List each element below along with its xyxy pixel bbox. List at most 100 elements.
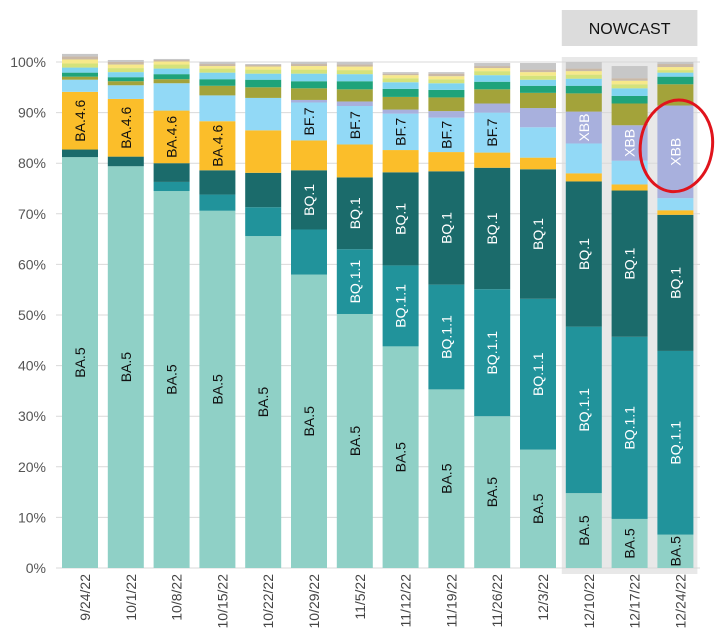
x-tick-label-9-24-22: 9/24/22 bbox=[77, 574, 93, 621]
segment-other-3-11-12-22 bbox=[382, 82, 419, 89]
segment-other-2-10-15-22 bbox=[199, 79, 236, 86]
segment-other-11-5-22 bbox=[336, 89, 373, 102]
segment-other-7-12-3-22 bbox=[520, 63, 556, 70]
segment-other-4-11-26-22 bbox=[474, 71, 511, 76]
x-tick-label-12-17-22: 12/17/22 bbox=[627, 574, 643, 629]
segment-other-7-11-19-22 bbox=[428, 72, 465, 74]
segment-label-bq-1-1-12-3-22: BQ.1.1 bbox=[530, 352, 546, 396]
segment-label-ba-5-11-5-22: BA.5 bbox=[347, 426, 363, 457]
segment-ba-5-12-24-22 bbox=[657, 534, 694, 568]
y-tick-label: 90% bbox=[18, 105, 46, 121]
bar-11-12-22 bbox=[382, 72, 419, 568]
bar-11-5-22 bbox=[336, 62, 373, 568]
segment-bq-1-11-12-22 bbox=[382, 172, 419, 266]
segment-other-5-9-24-22 bbox=[62, 59, 98, 64]
segment-ba-5-10-15-22 bbox=[199, 210, 236, 568]
segment-other-6-10-8-22 bbox=[153, 59, 190, 62]
segment-other-3-11-19-22 bbox=[428, 83, 465, 90]
segment-label-bq-1-12-3-22: BQ.1 bbox=[530, 218, 546, 250]
segment-other-4-10-15-22 bbox=[199, 68, 236, 73]
segment-other-11-19-22 bbox=[428, 97, 465, 112]
segment-other-3-10-8-22 bbox=[153, 68, 190, 75]
segment-other-5-10-15-22 bbox=[199, 66, 236, 69]
nowcast-title: NOWCAST bbox=[589, 21, 671, 38]
segment-label-bf-7-11-12-22: BF.7 bbox=[393, 118, 409, 146]
segment-bf-7-12-24-22 bbox=[657, 198, 694, 211]
segment-bq-1-10-22-22 bbox=[245, 172, 282, 208]
segment-ba-5-9-24-22 bbox=[62, 157, 98, 569]
segment-other-2-12-10-22 bbox=[565, 85, 602, 94]
segment-bq-1-1-10-15-22 bbox=[199, 194, 236, 211]
segment-label-bq-1-1-11-26-22: BQ.1.1 bbox=[484, 331, 500, 375]
segment-ba-4-6-10-22-22 bbox=[245, 130, 282, 173]
segment-label-bq-1-10-29-22: BQ.1 bbox=[301, 184, 317, 216]
y-tick-label: 0% bbox=[26, 560, 46, 576]
x-tick-label-11-26-22: 11/26/22 bbox=[489, 574, 505, 628]
segment-other-3-12-10-22 bbox=[565, 78, 602, 86]
x-tick-label-12-3-22: 12/3/22 bbox=[535, 574, 551, 621]
segment-label-ba-4-6-10-8-22: BA.4.6 bbox=[164, 116, 180, 158]
segment-bf-7-12-10-22 bbox=[565, 143, 602, 174]
segment-other-2-11-26-22 bbox=[474, 81, 511, 90]
y-tick-label: 80% bbox=[18, 155, 46, 171]
segment-bf-7-12-3-22 bbox=[520, 127, 556, 158]
segment-other-4-12-3-22 bbox=[520, 75, 556, 80]
segment-label-ba-5-11-19-22: BA.5 bbox=[438, 463, 454, 494]
segment-bq-1-1-12-24-22 bbox=[657, 350, 694, 535]
segment-ba-4-6-12-17-22 bbox=[611, 184, 648, 191]
segment-other-2-11-5-22 bbox=[336, 81, 373, 90]
segment-ba-4-6-11-5-22 bbox=[336, 144, 373, 178]
annotation-circle bbox=[638, 98, 715, 194]
y-tick-label: 100% bbox=[10, 54, 46, 70]
segment-other-6-11-5-22 bbox=[336, 64, 373, 67]
segment-ba-5-10-22-22 bbox=[245, 236, 282, 568]
segment-other-12-17-22 bbox=[611, 103, 648, 126]
segment-other-10-15-22 bbox=[199, 85, 236, 96]
segment-ba-4-6-11-19-22 bbox=[428, 152, 465, 172]
bar-10-8-22 bbox=[153, 58, 190, 568]
segment-other-10-29-22 bbox=[291, 88, 327, 100]
segment-bq-1-1-10-8-22 bbox=[153, 181, 190, 192]
segment-label-ba-5-10-1-22: BA.5 bbox=[118, 352, 134, 383]
segment-other-7-10-22-22 bbox=[245, 64, 282, 66]
bar-10-29-22 bbox=[291, 62, 327, 568]
segment-other-6-12-3-22 bbox=[520, 69, 556, 73]
segment-xbb-12-24-22 bbox=[657, 105, 694, 199]
segment-other-2-10-1-22 bbox=[107, 77, 144, 82]
y-tick-label: 10% bbox=[18, 509, 46, 525]
segment-bf-7-12-17-22 bbox=[611, 160, 648, 185]
segment-bf-7-10-15-22 bbox=[199, 95, 236, 122]
bar-9-24-22 bbox=[62, 53, 98, 569]
segment-bq-1-1-12-17-22 bbox=[611, 336, 648, 519]
segment-bf-7-11-5-22 bbox=[336, 106, 373, 145]
segment-label-ba-5-9-24-22: BA.5 bbox=[72, 347, 88, 378]
x-tick-label-10-22-22: 10/22/22 bbox=[260, 574, 276, 629]
bar-12-3-22 bbox=[520, 63, 556, 568]
segment-other-6-12-24-22 bbox=[657, 64, 694, 68]
segment-xbb-12-3-22 bbox=[520, 108, 556, 128]
segment-label-ba-5-10-22-22: BA.5 bbox=[255, 387, 271, 418]
segment-ba-4-6-10-15-22 bbox=[199, 121, 236, 171]
x-tick-label-10-8-22: 10/8/22 bbox=[169, 574, 185, 621]
segment-bq-1-11-5-22 bbox=[336, 177, 373, 250]
segment-other-2-9-24-22 bbox=[62, 72, 98, 77]
segment-other-2-11-12-22 bbox=[382, 88, 419, 97]
segment-bf-7-10-8-22 bbox=[153, 83, 190, 111]
segment-ba-4-6-12-10-22 bbox=[565, 173, 602, 182]
bar-10-22-22 bbox=[245, 64, 282, 568]
segment-bf-7-10-1-22 bbox=[107, 85, 144, 99]
segment-other-11-26-22 bbox=[474, 89, 511, 104]
segment-label-bq-1-1-11-19-22: BQ.1.1 bbox=[438, 315, 454, 359]
segment-other-4-11-5-22 bbox=[336, 70, 373, 75]
segment-other-5-11-12-22 bbox=[382, 75, 419, 79]
segment-bf-7-11-12-22 bbox=[382, 113, 419, 151]
segment-xbb-10-29-22 bbox=[291, 99, 327, 103]
segment-other-5-10-22-22 bbox=[245, 66, 282, 70]
x-tick-label-11-5-22: 11/5/22 bbox=[352, 574, 368, 620]
segment-other-6-10-1-22 bbox=[107, 62, 144, 65]
bar-10-1-22 bbox=[107, 59, 144, 568]
segment-bq-1-12-10-22 bbox=[565, 181, 602, 327]
y-tick-label: 40% bbox=[18, 358, 46, 374]
segment-label-ba-4-6-10-15-22: BA.4.6 bbox=[209, 125, 225, 167]
segment-other-7-11-12-22 bbox=[382, 72, 419, 74]
